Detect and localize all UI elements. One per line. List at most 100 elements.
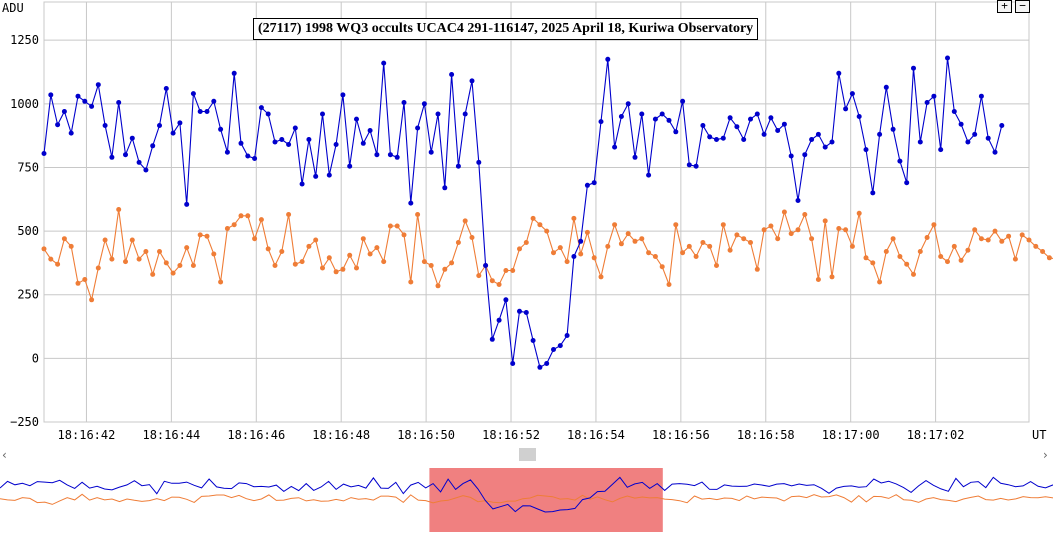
data-point <box>163 86 169 91</box>
data-point <box>897 254 903 259</box>
data-point <box>618 114 624 119</box>
data-point <box>150 143 156 149</box>
zoom-out-button[interactable]: − <box>1015 0 1030 13</box>
data-point <box>945 259 950 265</box>
data-point <box>150 271 156 277</box>
y-tick-label: 1250 <box>10 33 39 47</box>
data-point <box>428 263 434 268</box>
x-tick-label: 18:16:44 <box>142 428 200 442</box>
data-point <box>924 100 930 105</box>
data-point <box>340 92 346 98</box>
data-point <box>455 163 461 169</box>
scroll-right-arrow-icon[interactable]: › <box>1043 448 1048 462</box>
data-point <box>714 263 719 268</box>
data-point <box>401 100 407 105</box>
data-point <box>320 265 325 271</box>
y-tick-label: −250 <box>10 415 39 429</box>
data-point <box>591 180 597 186</box>
x-tick-label: 18:16:46 <box>227 428 285 442</box>
data-point <box>224 226 230 231</box>
data-point <box>55 122 61 128</box>
data-point <box>822 144 828 150</box>
data-point <box>605 56 611 62</box>
data-point <box>958 257 964 263</box>
data-point <box>204 109 210 114</box>
x-tick-labels: 18:16:42 18:16:44 18:16:46 18:16:48 18:16:50… <box>58 428 965 442</box>
data-point <box>843 227 849 233</box>
data-point <box>843 106 849 112</box>
overview-selection-window[interactable] <box>429 468 663 532</box>
data-point <box>197 109 203 114</box>
data-point <box>646 250 652 256</box>
data-point <box>82 277 88 282</box>
data-point <box>292 125 298 131</box>
data-point <box>775 128 781 133</box>
data-point <box>822 218 828 224</box>
data-point <box>354 265 359 271</box>
data-point <box>272 263 278 268</box>
data-point <box>802 152 808 158</box>
data-point <box>551 347 556 352</box>
data-point <box>184 245 190 251</box>
data-point <box>333 142 339 147</box>
data-point <box>170 130 176 136</box>
data-point <box>177 120 183 126</box>
x-tick-label: 18:16:42 <box>58 428 116 442</box>
data-point <box>136 256 142 262</box>
data-point <box>720 222 726 228</box>
data-point <box>748 240 753 245</box>
scroll-left-arrow-icon[interactable]: ‹ <box>2 448 7 462</box>
scrollbar-thumb[interactable] <box>519 448 536 461</box>
data-point <box>618 241 624 247</box>
data-point <box>238 140 244 146</box>
data-point <box>68 130 74 136</box>
data-point <box>367 251 373 257</box>
zoom-in-button[interactable]: + <box>997 0 1012 13</box>
data-point <box>68 243 74 249</box>
data-point <box>666 117 672 123</box>
data-point <box>306 243 312 249</box>
data-point <box>258 105 264 111</box>
data-point <box>428 149 434 155</box>
data-point <box>557 343 563 349</box>
data-point <box>523 310 529 315</box>
data-point <box>680 98 686 104</box>
data-point <box>408 279 414 285</box>
data-point <box>435 111 441 117</box>
data-point <box>856 210 862 216</box>
data-point <box>245 213 251 219</box>
data-point <box>231 70 237 76</box>
y-tick-label: 500 <box>17 224 39 238</box>
overview-navigator[interactable] <box>0 466 1053 535</box>
data-point <box>632 238 638 244</box>
data-point <box>1040 249 1046 254</box>
data-point <box>421 259 427 265</box>
data-point <box>870 190 876 196</box>
data-point <box>639 111 645 117</box>
data-point <box>48 256 54 262</box>
data-point <box>598 119 604 125</box>
data-point <box>265 246 271 252</box>
data-point <box>408 200 414 206</box>
data-point <box>557 245 563 251</box>
data-point <box>544 228 550 234</box>
data-point <box>489 278 495 284</box>
data-point <box>204 233 210 239</box>
data-point <box>700 240 706 245</box>
data-point <box>992 149 998 155</box>
data-point <box>462 218 468 224</box>
data-point <box>333 269 339 275</box>
data-point <box>632 154 638 160</box>
data-point <box>781 209 787 215</box>
data-point <box>442 266 448 272</box>
data-point <box>347 163 353 169</box>
data-point <box>917 249 923 254</box>
data-point <box>537 364 543 370</box>
data-point <box>272 139 278 145</box>
data-point <box>734 124 740 130</box>
data-point <box>788 153 794 159</box>
data-point <box>571 215 577 221</box>
data-point <box>877 279 883 285</box>
data-point <box>211 251 217 257</box>
